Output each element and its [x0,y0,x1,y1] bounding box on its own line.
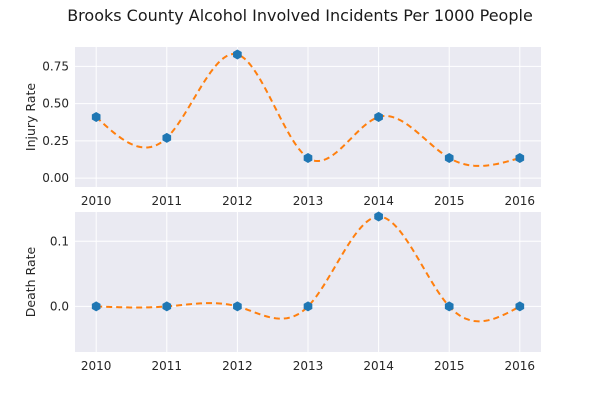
data-point [374,211,383,222]
chart-title: Brooks County Alcohol Involved Incidents… [67,6,533,25]
x-tick-label: 2013 [293,359,324,373]
y-tick-label: 0.00 [42,171,69,185]
data-point [303,152,313,163]
y-tick-label: 0.50 [42,97,69,111]
data-point [515,152,525,163]
data-point [444,152,454,163]
data-point [444,301,454,312]
data-point [91,301,101,312]
x-tick-label: 2010 [81,194,112,208]
data-point [233,49,242,60]
data-point [233,301,242,312]
panel-2: 2010 2011 2012 2013 2014 2015 2016 0.0 0.1 Death … [23,211,541,373]
y-tick-label: 0.0 [50,299,69,313]
x-tick-label: 2014 [363,194,394,208]
y-tick-label: 0.75 [42,59,69,73]
data-point [303,301,313,312]
x-tick-label: 2011 [152,194,183,208]
x-tick-label: 2011 [152,359,183,373]
x-tick-label: 2016 [505,194,536,208]
y-tick-label: 0.1 [50,234,69,248]
x-tick-label: 2012 [222,194,253,208]
y-tick-label: 0.25 [42,134,69,148]
x-tick-label: 2015 [434,359,465,373]
x-tick-label: 2014 [363,359,394,373]
data-point [374,112,383,122]
y-axis-label: Death Rate [23,246,38,317]
x-tick-label: 2016 [505,359,536,373]
x-tick-label: 2010 [81,359,112,373]
y-axis-label: Injury Rate [23,83,38,151]
x-tick-label: 2015 [434,194,465,208]
x-tick-label: 2013 [293,194,324,208]
data-point [91,112,101,122]
x-tick-label: 2012 [222,359,253,373]
data-point [162,301,172,312]
data-point [515,301,525,312]
panel-1: 2010 2011 2012 2013 2014 2015 2016 0.00 0.25 0.50… [23,47,541,208]
data-point [162,132,172,143]
